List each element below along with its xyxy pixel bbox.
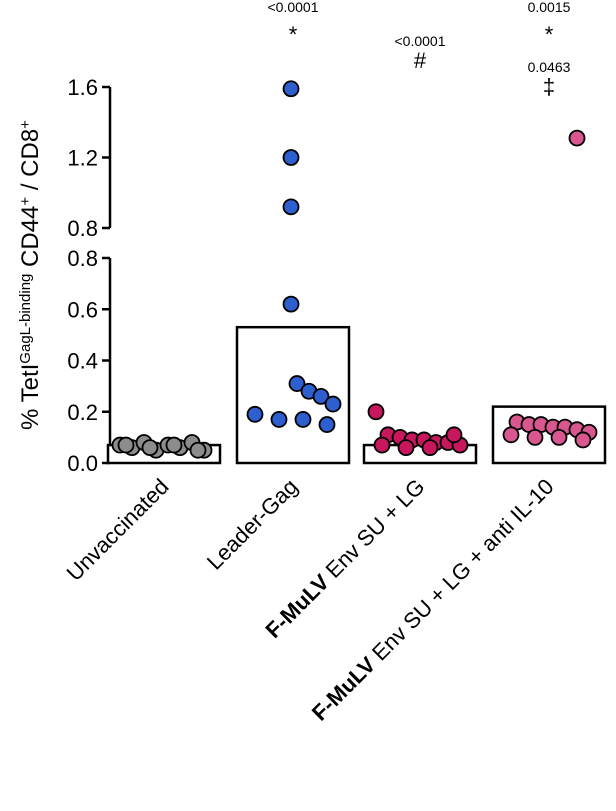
data-point [373,436,391,454]
category-label-bold: F-MuLV [307,652,381,726]
data-point [282,80,300,98]
data-point [282,149,300,166]
data-point [141,439,159,457]
data-point [550,428,568,446]
data-point [294,411,312,428]
significance-symbol: # [414,48,427,73]
data-point [445,426,463,444]
category-label: Leader-Gag [202,474,303,575]
data-point [270,411,288,428]
data-point [288,375,306,392]
category-label: Unvaccinated [62,474,174,586]
p-value-label: 0.0463 [528,59,571,75]
y-axis-label: % TetIGagL-binding CD44+ / CD8+ [17,120,45,430]
p-value-label: <0.0001 [395,33,446,49]
data-point [189,441,207,459]
p-value-label: 0.0015 [528,0,571,15]
data-point [165,436,183,454]
data-point [502,426,520,444]
y-tick-label: 0.8 [67,216,98,241]
data-point [282,295,300,313]
data-point [318,416,336,433]
data-point [367,403,385,421]
y-tick-label: 0.0 [67,451,98,476]
significance-symbol: ‡ [543,74,555,99]
data-point [282,198,300,216]
significance-annotations: <0.0001* <0.0001#0.0015*0.0463‡ [268,0,571,99]
data-point [568,129,586,147]
axes: 0.0 0.2 0.4 0.6 0.8 0.8 1.2 1.6 [67,75,112,476]
data-point [421,439,439,457]
y-tick-label: 0.8 [67,246,98,271]
data-point [246,405,264,423]
significance-symbol: * [545,22,554,47]
data-point [574,431,592,449]
data-point [526,428,544,446]
significance-symbol: * [289,22,298,47]
category-label: F-MuLV Env SU + LG + anti IL-10 [307,474,559,726]
category-label-text: Unvaccinated [62,474,174,586]
category-label-text: Env SU + LG [316,474,429,587]
y-tick-label: 0.2 [67,400,98,425]
data-point [397,439,415,457]
bar [235,325,351,465]
category-label-bold: F-MuLV [260,569,334,643]
y-tick-label: 1.2 [67,146,98,171]
category-label-text: Leader-Gag [202,474,303,575]
y-tick-label: 0.6 [67,297,98,322]
y-tick-label: 1.6 [67,75,98,100]
data-points [111,80,598,459]
data-point [117,436,135,454]
p-value-label: <0.0001 [268,0,319,15]
data-point [312,387,330,405]
y-tick-label: 0.4 [67,349,98,374]
data-point [324,395,342,413]
